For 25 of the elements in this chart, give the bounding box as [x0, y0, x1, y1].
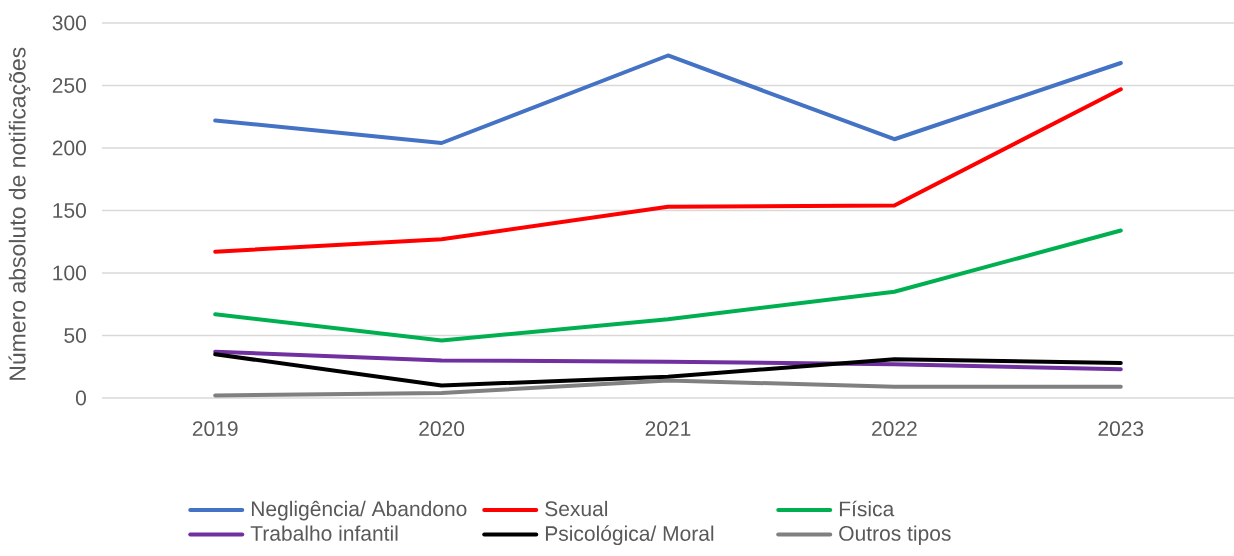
legend-label: Trabalho infantil — [250, 525, 398, 541]
y-axis-title: Número absoluto de notificações — [8, 47, 31, 380]
line-series — [213, 53, 1123, 145]
line-series — [213, 378, 1123, 398]
legend-label: Outros tipos — [839, 525, 951, 545]
x-tick-label: 2019 — [192, 421, 238, 437]
y-tick-label: 100 — [53, 265, 86, 281]
line-series — [213, 349, 1123, 372]
y-tick-label: 200 — [52, 140, 86, 156]
x-tick-label: 2020 — [419, 421, 465, 437]
legend-label: Física — [839, 500, 895, 517]
y-tick-label: 250 — [52, 78, 86, 93]
line-series — [213, 87, 1123, 254]
y-tick-label: 300 — [52, 15, 86, 31]
x-tick-label: 2023 — [1098, 421, 1144, 437]
line-series — [213, 352, 1123, 388]
x-tick-label: 2021 — [645, 421, 691, 437]
legend-label: Negligência/ Abandono — [251, 500, 467, 521]
y-tick-label: 150 — [53, 203, 86, 218]
x-tick-label: 2022 — [872, 421, 917, 437]
y-tick-label: 0 — [75, 390, 86, 406]
line-series — [213, 228, 1123, 343]
legend-label: Psicológica/ Moral — [545, 525, 714, 546]
legend-label: Sexual — [545, 500, 608, 517]
y-tick-label: 50 — [64, 328, 86, 343]
